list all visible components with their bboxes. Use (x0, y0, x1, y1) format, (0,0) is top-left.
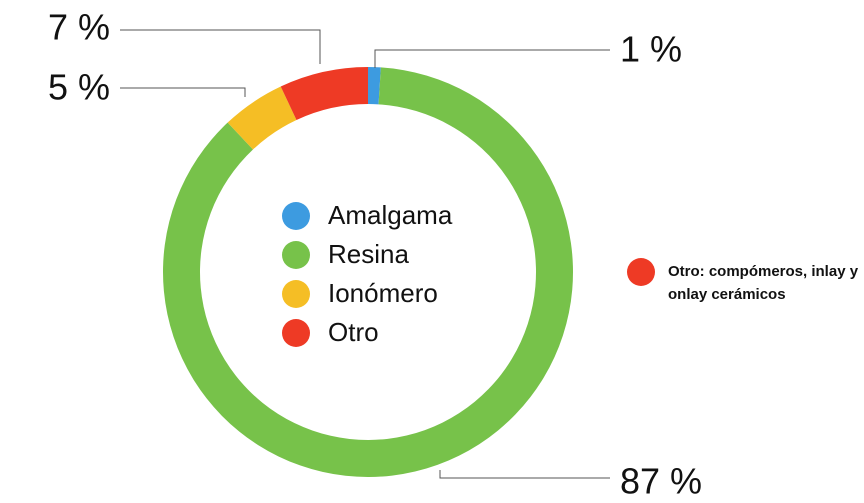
slice (162, 67, 573, 478)
note-dot (627, 258, 655, 286)
value-label: 1 % (620, 29, 682, 70)
leader-line (120, 87, 246, 97)
leader-line (439, 470, 610, 479)
value-label: 5 % (48, 67, 110, 108)
value-label: 87 % (620, 461, 702, 502)
legend-swatch (282, 280, 310, 308)
legend-swatch (282, 241, 310, 269)
slice (368, 67, 381, 105)
legend-swatch (282, 202, 310, 230)
annotation: Otro: compómeros, inlay y onlay cerámico… (668, 263, 859, 303)
legend-label: Ionómero (328, 278, 438, 308)
legend-label: Resina (328, 239, 409, 269)
leader-line (120, 29, 321, 64)
leader-line (374, 49, 610, 68)
value-label: 7 % (48, 7, 110, 48)
legend-label: Otro (328, 317, 379, 347)
slice (280, 67, 368, 120)
legend-label: Amalgama (328, 200, 453, 230)
legend-swatch (282, 319, 310, 347)
slice (227, 86, 297, 150)
